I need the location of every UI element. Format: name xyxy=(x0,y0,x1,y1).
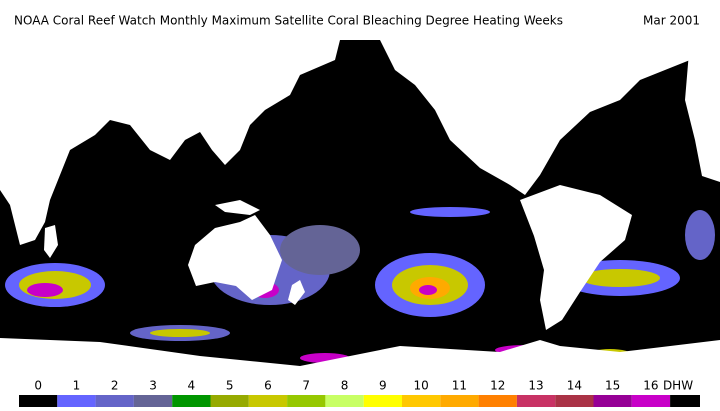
legend-label: 11 xyxy=(452,379,467,393)
legend-label: 15 xyxy=(605,379,620,393)
legend-swatch xyxy=(57,395,96,407)
legend-swatch xyxy=(133,395,173,407)
legend-label: 4 xyxy=(188,379,196,393)
legend-swatch xyxy=(555,395,594,407)
legend-swatch xyxy=(325,395,364,407)
map xyxy=(0,40,720,380)
legend-swatch xyxy=(478,395,517,407)
legend-label: 3 xyxy=(149,379,157,393)
legend-swatch xyxy=(631,395,671,407)
legend-label: 6 xyxy=(264,379,272,393)
legend-label: 16 xyxy=(643,379,658,393)
legend-label: 1 xyxy=(73,379,81,393)
legend-label: 0 xyxy=(34,379,42,393)
legend-swatch xyxy=(248,395,288,407)
land xyxy=(0,40,720,380)
legend-swatch xyxy=(593,395,632,407)
legend-label: 7 xyxy=(302,379,310,393)
legend-swatch-end xyxy=(670,395,700,407)
legend-label: 13 xyxy=(528,379,543,393)
legend-swatch xyxy=(363,395,402,407)
legend-label: 12 xyxy=(490,379,505,393)
legend-label: 14 xyxy=(567,379,582,393)
legend-label: 10 xyxy=(414,379,429,393)
legend: 0 1 2 3 4 5 6 7 8 9 10 11 12 13 14 15 16 DHW xyxy=(19,379,700,407)
legend-swatch xyxy=(402,395,441,407)
legend-label: 2 xyxy=(111,379,119,393)
legend-swatch xyxy=(210,395,249,407)
legend-swatch xyxy=(516,395,556,407)
legend-swatch xyxy=(440,395,479,407)
legend-swatch xyxy=(19,395,58,407)
date: Mar 2001 xyxy=(643,14,700,28)
legend-swatch xyxy=(95,395,134,407)
legend-label: 5 xyxy=(226,379,234,393)
legend-label: 9 xyxy=(379,379,387,393)
legend-swatch xyxy=(172,395,211,407)
legend-swatch xyxy=(287,395,326,407)
legend-label: 8 xyxy=(341,379,349,393)
title: NOAA Coral Reef Watch Monthly Maximum Sa… xyxy=(14,14,563,28)
legend-unit: DHW xyxy=(663,379,693,393)
